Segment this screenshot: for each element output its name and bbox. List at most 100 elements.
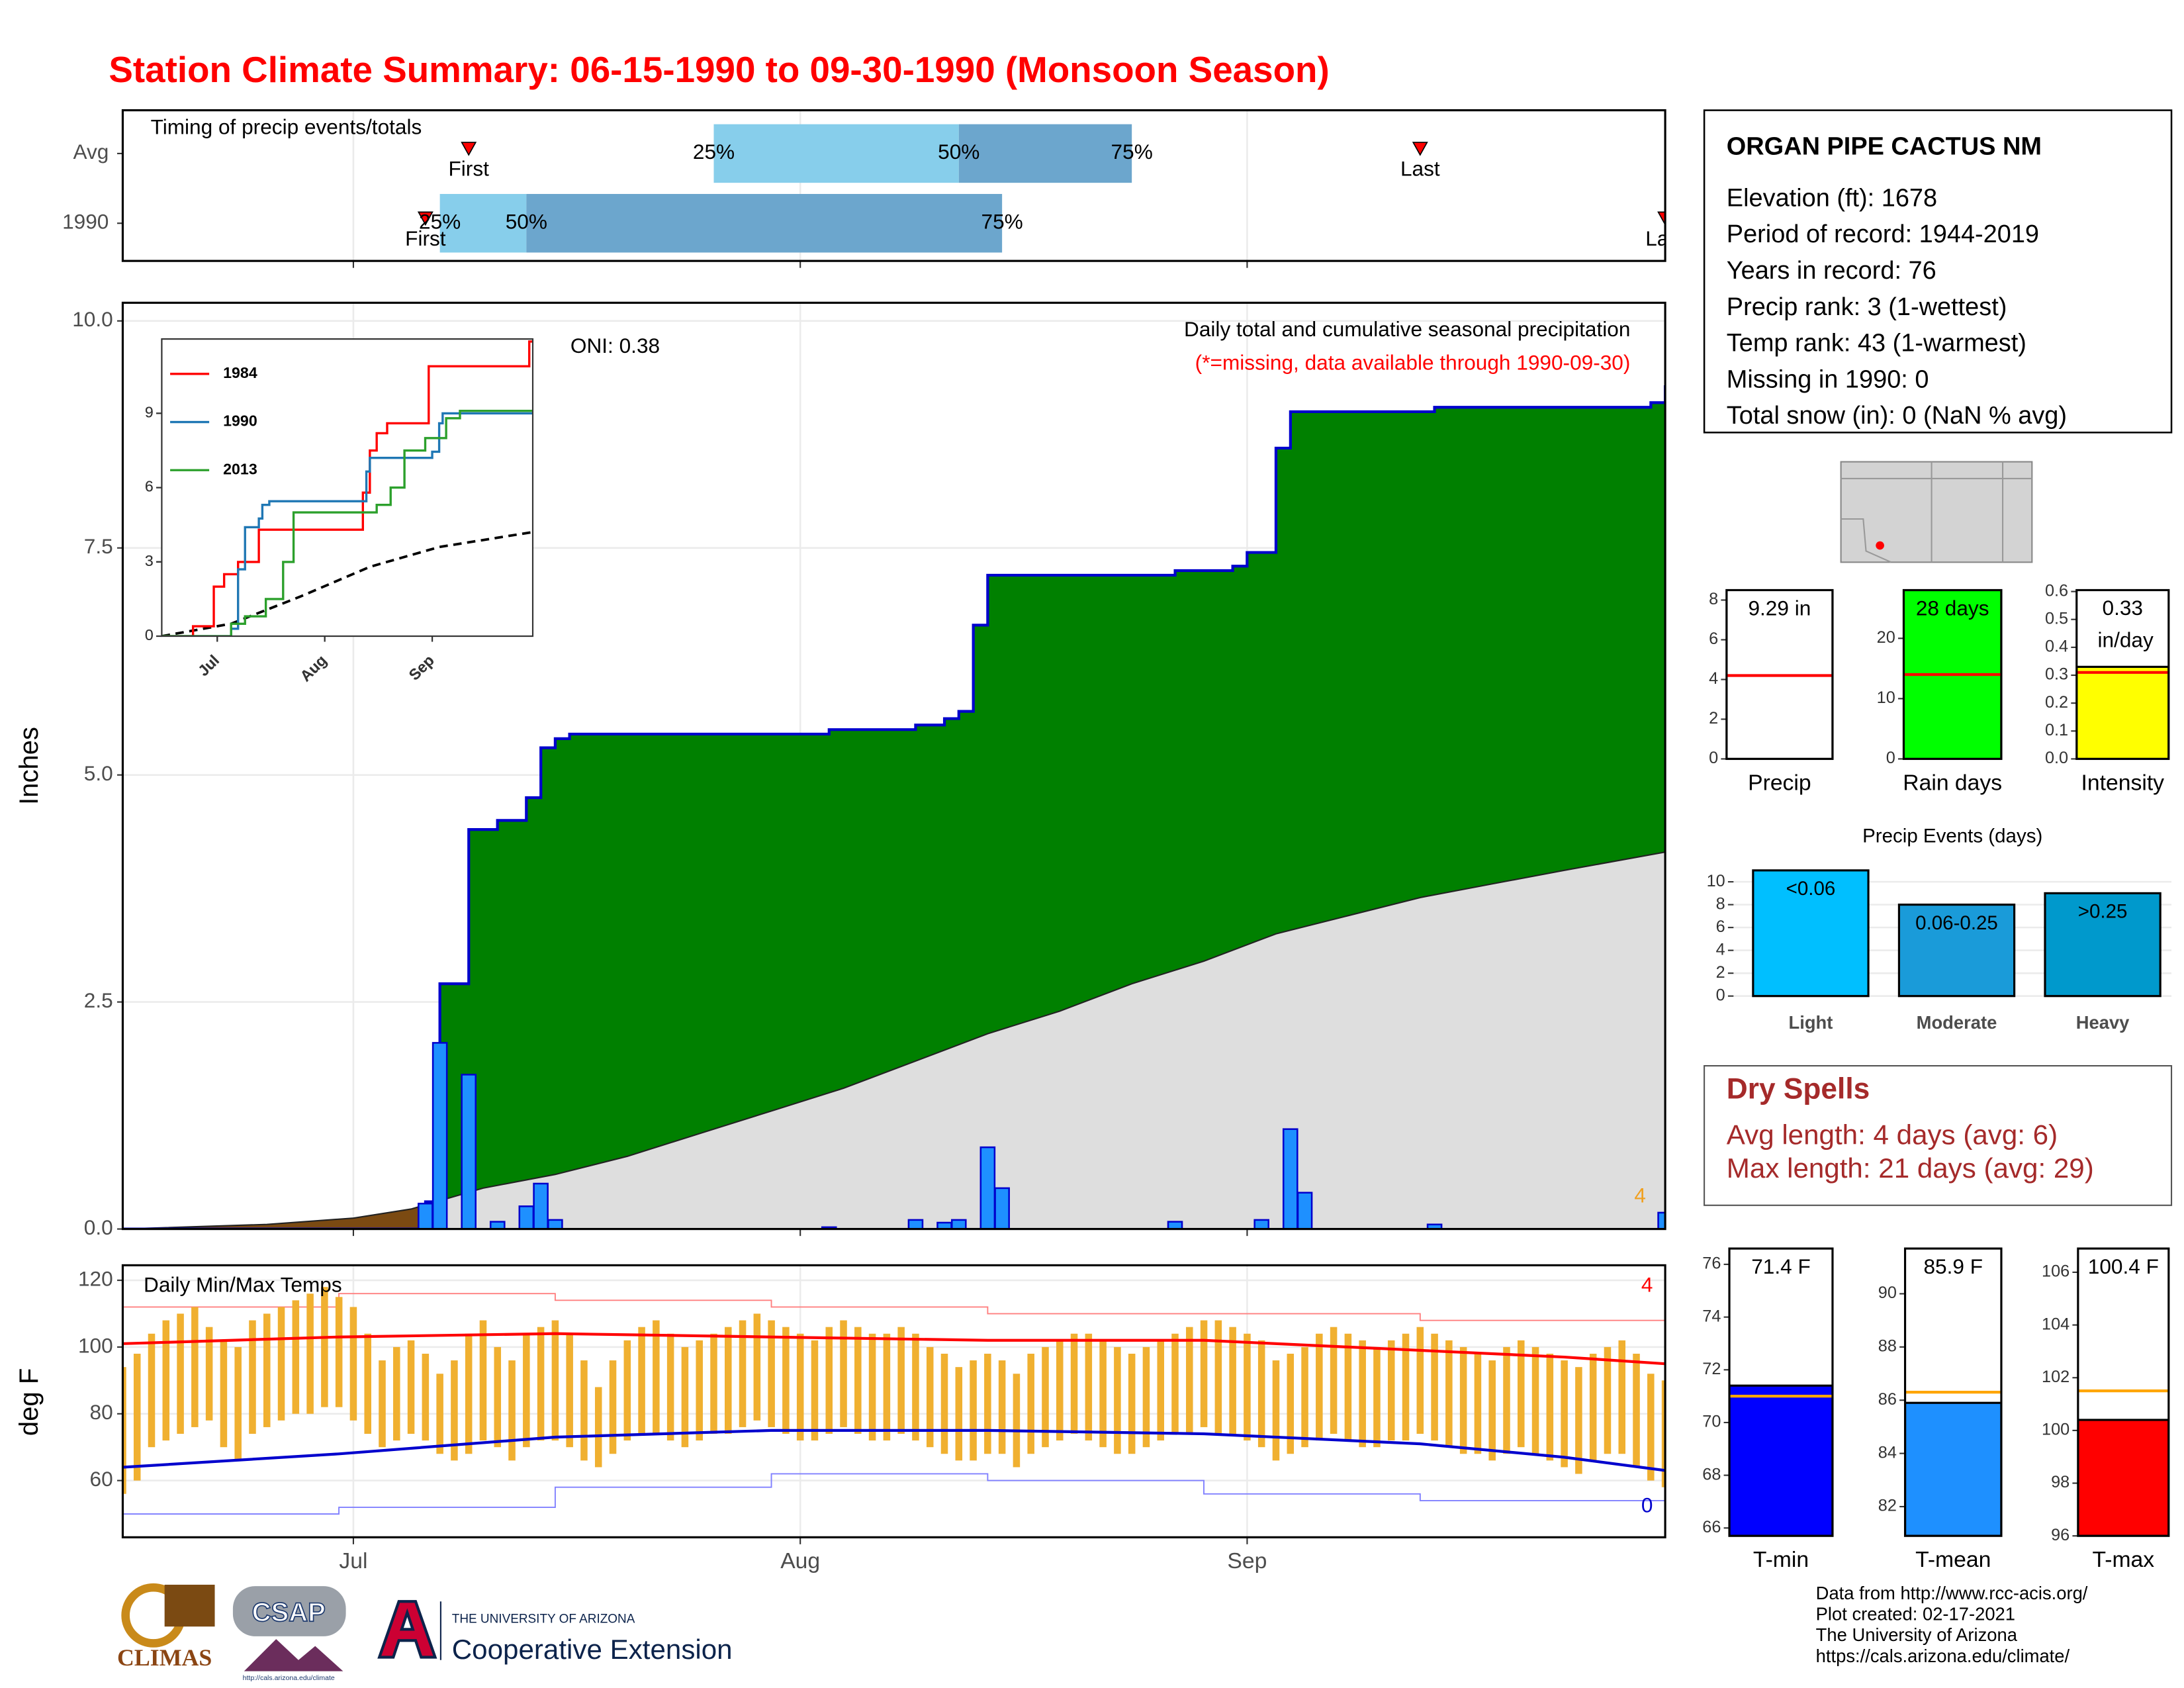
temp-bar xyxy=(1287,1354,1295,1454)
plot-area: Daily Min/Max Temps 4 0 xyxy=(122,1265,1666,1538)
y-tick-label: 70 xyxy=(1702,1413,1721,1431)
temp-bar xyxy=(249,1320,256,1434)
y-tick-label: 2 xyxy=(1716,963,1725,982)
temp-bar xyxy=(494,1346,502,1448)
temp-bar xyxy=(725,1327,732,1434)
temp-bar xyxy=(811,1340,819,1441)
category-label: T-max xyxy=(2093,1547,2155,1572)
summary-bar xyxy=(1905,1401,2001,1536)
temp-bar xyxy=(234,1346,242,1461)
x-tick-label: Jul xyxy=(339,1548,367,1573)
temp-bar xyxy=(436,1374,443,1454)
value-label: 28 days xyxy=(1916,596,1989,620)
temp-bar xyxy=(1359,1340,1366,1448)
temp-bar xyxy=(1171,1333,1179,1434)
temp-bar xyxy=(1589,1354,1597,1461)
y-tick-label: 6 xyxy=(145,478,154,495)
panel-border xyxy=(1902,588,2003,761)
temp-bar xyxy=(623,1340,631,1441)
event-marker xyxy=(461,142,477,156)
average-line xyxy=(161,530,533,637)
event-label: First xyxy=(405,226,446,250)
event-marker xyxy=(417,211,433,226)
temp-bar xyxy=(1200,1320,1208,1427)
y-tick-label: 104 xyxy=(2042,1315,2070,1333)
temp-bar xyxy=(1518,1340,1525,1448)
missing-count: 4 xyxy=(1634,1183,1646,1207)
plot-area: 100.4 F xyxy=(2077,1254,2169,1536)
event-label: 25% xyxy=(419,210,461,234)
y-tick-label: 4 xyxy=(1716,940,1725,959)
y-tick-label: 106 xyxy=(2042,1262,2070,1281)
panel-border xyxy=(121,109,1666,262)
temp-bar xyxy=(220,1340,228,1448)
daily-bar xyxy=(1426,1223,1443,1229)
csap-logo: CSAP xyxy=(252,1598,326,1627)
temp-bar xyxy=(306,1293,314,1414)
csap-mountain xyxy=(244,1639,343,1671)
university-name: THE UNIVERSITY OF ARIZONA xyxy=(452,1613,635,1626)
daily-bar xyxy=(518,1205,535,1229)
temp-bar xyxy=(998,1360,1006,1454)
dry-spell-title: Dry Spells xyxy=(1727,1073,1870,1105)
panel-title: Timing of precip events/totals xyxy=(151,115,422,138)
temp-bar xyxy=(1661,1380,1666,1487)
temp-bar xyxy=(1604,1346,1612,1454)
temp-bar xyxy=(1445,1340,1453,1448)
y-tick-label: 120 xyxy=(78,1266,113,1290)
station-line: Years in record: 76 xyxy=(1727,257,1936,285)
plot-area: 9.29 in xyxy=(1726,590,1833,759)
category-label: Intensity xyxy=(2081,770,2165,795)
station-line: Temp rank: 43 (1-warmest) xyxy=(1727,330,2026,357)
plot-area: 85.9 F xyxy=(1905,1254,2001,1536)
temp-bar xyxy=(854,1327,862,1434)
temp-bar xyxy=(1099,1340,1107,1448)
panel-title: Daily Min/Max Temps xyxy=(144,1272,342,1296)
value-label: 71.4 F xyxy=(1751,1254,1811,1278)
temp-bar xyxy=(1373,1346,1381,1448)
temp-bar xyxy=(191,1307,199,1427)
plot-area: 71.4 F xyxy=(1729,1254,1833,1536)
category-label: Precip xyxy=(1748,770,1811,795)
y-tick-label: 5.0 xyxy=(84,761,113,785)
temp-bar xyxy=(292,1300,300,1414)
temp-bar xyxy=(984,1354,991,1454)
y-tick-label: 0 xyxy=(1716,986,1725,1004)
temp-bar xyxy=(825,1327,833,1434)
quartile-bar xyxy=(958,124,1132,183)
y-tick-label: 0.0 xyxy=(84,1215,113,1239)
y-tick-label: 102 xyxy=(2042,1368,2070,1386)
temp-bar xyxy=(1056,1340,1064,1441)
temp-bar xyxy=(1503,1346,1510,1454)
daily-bar xyxy=(1297,1192,1313,1229)
temp-bar xyxy=(1042,1346,1049,1448)
daily-bar xyxy=(547,1219,563,1229)
temp-bar xyxy=(1229,1327,1236,1434)
daily-bar xyxy=(1253,1219,1270,1229)
y-tick-label: 10.0 xyxy=(72,307,113,331)
daily-bar xyxy=(1657,1211,1666,1229)
y-tick-label: 86 xyxy=(1878,1390,1897,1409)
y-tick-label: 9 xyxy=(145,404,154,421)
series-line xyxy=(161,410,533,637)
footer-line: Data from http://www.rcc-acis.org/ xyxy=(1816,1583,2088,1603)
category-label: Rain days xyxy=(1903,770,2002,795)
temp-bar xyxy=(638,1327,645,1434)
panel-border xyxy=(121,1264,1666,1538)
daily-bar xyxy=(489,1221,506,1229)
temp-bar xyxy=(739,1320,747,1427)
temp-bar xyxy=(479,1320,487,1441)
y-tick-label: 6 xyxy=(1709,630,1718,648)
temp-bar xyxy=(609,1360,617,1454)
temp-bar xyxy=(1142,1346,1150,1448)
temp-bar xyxy=(1272,1360,1280,1461)
temp-bar xyxy=(1085,1333,1093,1441)
temp-bar xyxy=(1301,1346,1308,1448)
temp-bar xyxy=(1344,1333,1352,1441)
bar-annotation: <0.06 xyxy=(1786,878,1836,900)
y-tick-label: 3 xyxy=(145,552,154,569)
temp-bar xyxy=(1575,1367,1582,1474)
y-tick-label: 98 xyxy=(2051,1473,2070,1491)
summary-bar xyxy=(1729,1384,1833,1536)
